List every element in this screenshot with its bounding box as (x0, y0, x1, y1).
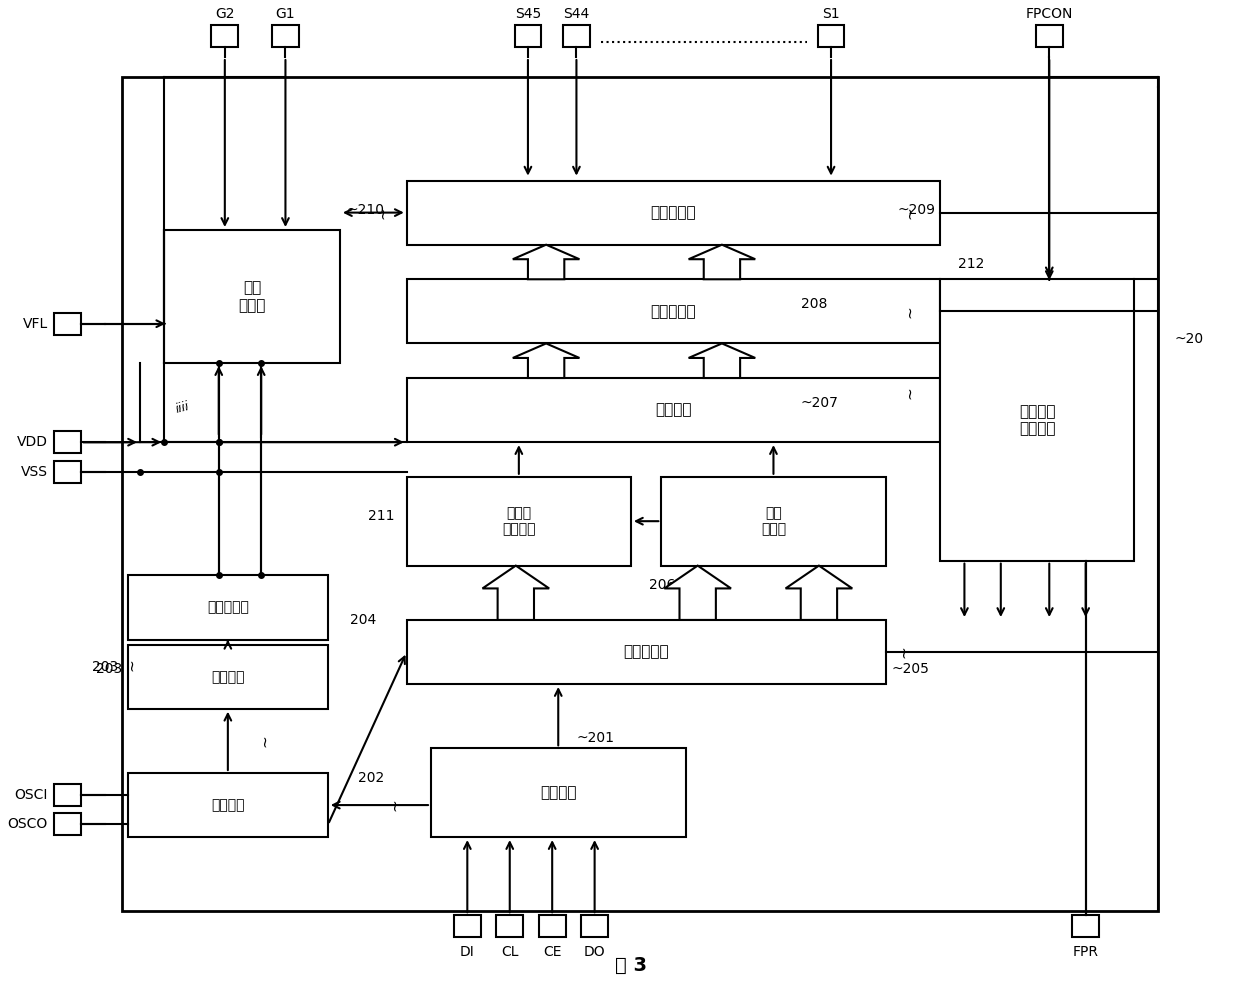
Text: FPCON: FPCON (1025, 7, 1073, 21)
Text: VSS: VSS (21, 465, 48, 479)
Text: FPR: FPR (1073, 944, 1099, 958)
Text: iiii: iiii (174, 399, 191, 416)
Text: 分频电路: 分频电路 (211, 669, 244, 684)
Text: ~: ~ (124, 658, 139, 670)
Text: 栅格
驱动器: 栅格 驱动器 (238, 280, 265, 313)
Text: ~201: ~201 (577, 732, 615, 746)
Bar (407, 181, 940, 244)
Text: 多路复用器: 多路复用器 (651, 304, 696, 319)
Text: 振荡电路: 振荡电路 (211, 798, 244, 812)
Bar (128, 644, 327, 709)
Text: G1: G1 (275, 7, 295, 21)
Bar (53, 461, 81, 483)
Bar (272, 26, 299, 48)
Text: 图 3: 图 3 (615, 956, 647, 975)
Text: 分段驱动器: 分段驱动器 (651, 206, 696, 220)
Text: ~: ~ (897, 645, 911, 658)
Bar (53, 783, 81, 805)
Text: 灯丝脉冲
控制单元: 灯丝脉冲 控制单元 (1019, 404, 1055, 436)
Text: 203: 203 (92, 660, 118, 674)
Text: OSCI: OSCI (15, 787, 48, 801)
Bar (940, 279, 1135, 561)
Polygon shape (688, 244, 755, 279)
Polygon shape (786, 566, 852, 620)
Text: ~: ~ (903, 386, 918, 399)
Bar (454, 916, 481, 937)
Text: 定时发生器: 定时发生器 (207, 601, 249, 615)
Text: ~: ~ (903, 305, 918, 318)
Text: DO: DO (584, 944, 605, 958)
Text: 移位寄存器: 移位寄存器 (624, 644, 668, 659)
Bar (212, 26, 238, 48)
Bar (1035, 26, 1063, 48)
Text: S1: S1 (822, 7, 839, 21)
Bar (539, 916, 565, 937)
Text: 208: 208 (801, 297, 827, 311)
Text: ~209: ~209 (898, 204, 936, 217)
Text: ~: ~ (374, 207, 389, 219)
Bar (407, 477, 631, 566)
Bar (164, 230, 340, 363)
Text: S44: S44 (563, 7, 589, 21)
Text: ~20: ~20 (1174, 332, 1203, 346)
Polygon shape (513, 244, 579, 279)
Text: ~: ~ (387, 798, 402, 811)
Bar (817, 26, 844, 48)
Text: VFL: VFL (22, 317, 48, 331)
Text: 211: 211 (368, 509, 394, 523)
Text: CE: CE (543, 944, 562, 958)
Text: ~207: ~207 (801, 395, 838, 410)
Bar (432, 749, 686, 837)
Text: 控制
寄存器: 控制 寄存器 (761, 506, 786, 536)
Text: VDD: VDD (17, 435, 48, 449)
Text: 接口单元: 接口单元 (539, 785, 577, 800)
Bar (1073, 916, 1099, 937)
Text: 204: 204 (350, 613, 377, 627)
Bar (407, 378, 940, 442)
Polygon shape (665, 566, 732, 620)
Bar (496, 916, 523, 937)
Bar (53, 813, 81, 835)
Text: 203: 203 (95, 662, 122, 676)
Text: ~: ~ (903, 207, 918, 219)
Text: 202: 202 (358, 771, 384, 784)
Text: DI: DI (460, 944, 475, 958)
Text: 锁存电路: 锁存电路 (655, 402, 692, 418)
Text: 调光器
控制单元: 调光器 控制单元 (502, 506, 536, 536)
Text: 212: 212 (959, 257, 985, 271)
Bar (53, 313, 81, 335)
Text: S45: S45 (515, 7, 541, 21)
Text: ~205: ~205 (892, 662, 930, 676)
Bar (128, 773, 327, 837)
Bar (582, 916, 608, 937)
Text: OSCO: OSCO (7, 817, 48, 831)
Bar (407, 279, 940, 344)
Bar (128, 576, 327, 639)
Text: CL: CL (501, 944, 518, 958)
Text: ~210: ~210 (346, 204, 384, 217)
Bar (563, 26, 590, 48)
Bar (53, 431, 81, 453)
Bar (122, 76, 1158, 912)
Text: 206: 206 (650, 578, 676, 593)
Polygon shape (688, 344, 755, 378)
Bar (661, 477, 885, 566)
Text: ~: ~ (257, 735, 272, 748)
Bar (515, 26, 542, 48)
Bar (407, 620, 885, 684)
Polygon shape (513, 344, 579, 378)
Text: G2: G2 (215, 7, 234, 21)
Polygon shape (482, 566, 549, 620)
